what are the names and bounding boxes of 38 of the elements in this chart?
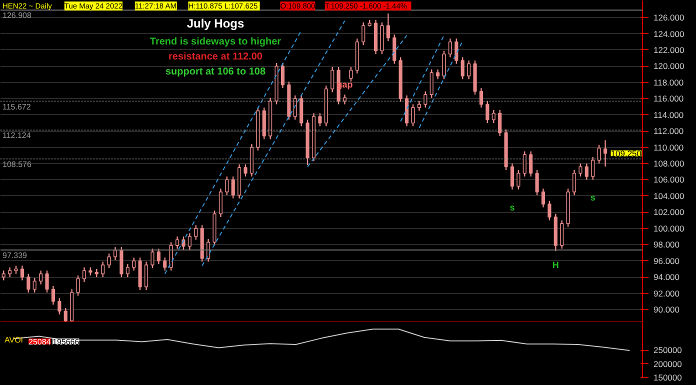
- text: July Hogs: [186, 16, 244, 30]
- y-tick-label: 98.000: [654, 240, 680, 250]
- ref-line-label: 112.124: [2, 131, 32, 140]
- ref-line-label: 97.339: [2, 250, 28, 260]
- y-tick-label: 106.000: [654, 174, 684, 185]
- y-tick-label: 112.000: [654, 126, 684, 136]
- annotation: s: [510, 202, 515, 212]
- y-tick-label: 114.000: [654, 110, 684, 120]
- y-tick-label: 110.000: [654, 142, 684, 152]
- annotation: AVOI: [4, 336, 24, 344]
- y-tick-label: 150000: [654, 372, 682, 382]
- y-tick-label: 92.000: [654, 288, 680, 298]
- annotation: 195666: [52, 338, 80, 346]
- annotation: s: [590, 192, 596, 203]
- annotation: resistance at 112.00: [168, 52, 263, 62]
- y-tick-label: 116.000: [654, 94, 684, 104]
- annotation: 25084: [28, 338, 52, 346]
- y-tick-label: 250000: [654, 345, 682, 355]
- y-tick-label: 100.000: [654, 223, 684, 234]
- y-tick-label: 94.000: [654, 272, 680, 282]
- y-tick-label: 104.000: [654, 190, 684, 201]
- y-tick-label: 118.000: [654, 77, 684, 88]
- y-tick-label: 96.000: [654, 256, 680, 266]
- y-tick-label: 200000: [654, 358, 682, 369]
- y-tick-label: 122.000: [654, 44, 684, 55]
- ref-line-label: 108.576: [2, 160, 32, 169]
- y-tick-label: 126.000: [654, 12, 684, 23]
- y-tick-label: 102.000: [654, 207, 684, 218]
- y-tick-label: 120.000: [654, 61, 684, 72]
- ref-line-label: 115.672: [2, 102, 32, 112]
- y-tick-label: 108.000: [654, 158, 684, 169]
- annotation: support at 106 to 108: [165, 66, 266, 78]
- annotation: H: [552, 260, 559, 270]
- y-tick-label: 90.000: [654, 304, 680, 315]
- annotation: Trend is sideways to higher: [150, 36, 282, 48]
- text: 109.250: [610, 148, 642, 158]
- y-tick-label: 124.000: [654, 28, 684, 39]
- ref-line-label: 126.908: [2, 11, 32, 20]
